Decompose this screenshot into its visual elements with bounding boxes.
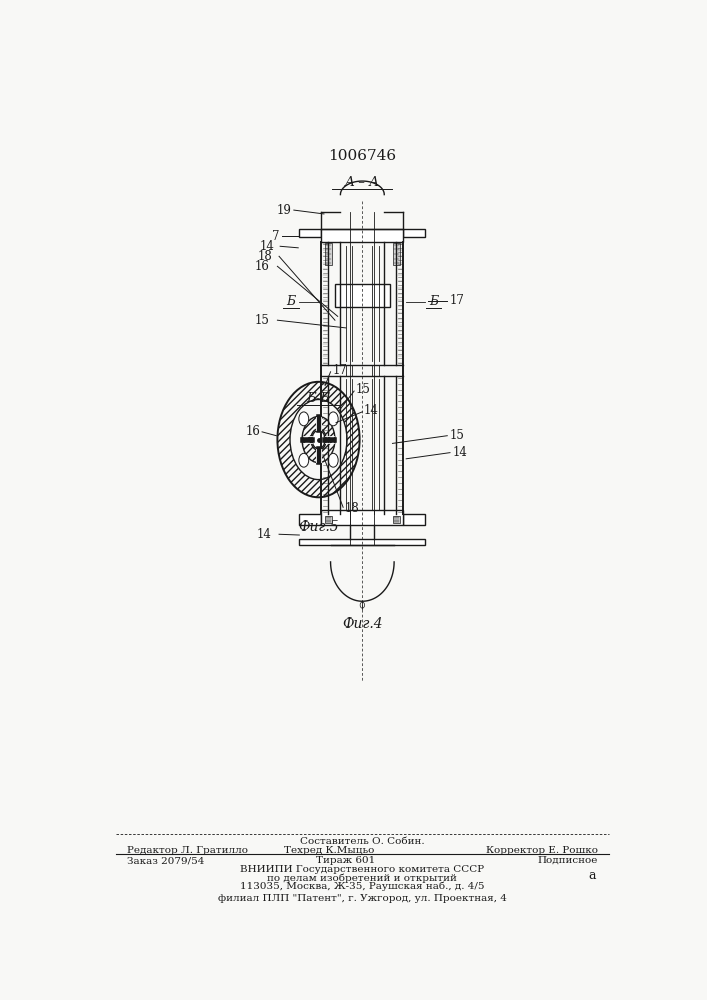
Text: Заказ 2079/54: Заказ 2079/54	[127, 856, 204, 865]
Bar	[404, 229, 426, 237]
Text: ВНИИПИ Государственного комитета СССР: ВНИИПИ Государственного комитета СССР	[240, 865, 484, 874]
Circle shape	[299, 412, 309, 426]
Text: 17: 17	[332, 364, 347, 377]
Text: 16: 16	[246, 425, 261, 438]
Text: 14: 14	[259, 240, 275, 253]
Text: Фиг.4: Фиг.4	[342, 617, 382, 631]
Text: Подписное: Подписное	[537, 856, 598, 865]
Bar	[299, 514, 321, 525]
Text: 14: 14	[363, 404, 378, 417]
Bar	[393, 516, 399, 523]
Text: по делам изобретений и открытий: по делам изобретений и открытий	[267, 873, 457, 883]
Text: 19: 19	[276, 204, 291, 217]
Text: 14: 14	[257, 528, 272, 541]
Circle shape	[290, 400, 347, 480]
Circle shape	[311, 429, 326, 450]
Text: 1006746: 1006746	[328, 149, 397, 163]
Bar	[325, 243, 332, 265]
Bar	[321, 229, 404, 242]
Text: 18: 18	[345, 502, 360, 515]
Text: 14: 14	[452, 446, 467, 459]
Bar	[299, 229, 321, 237]
Bar	[393, 243, 399, 265]
Text: Б-Б: Б-Б	[307, 392, 330, 405]
Text: 15: 15	[255, 314, 269, 327]
Text: А – А: А – А	[345, 176, 380, 189]
Text: Редактор Л. Гратилло: Редактор Л. Гратилло	[127, 846, 247, 855]
Circle shape	[328, 412, 338, 426]
Circle shape	[328, 453, 338, 467]
Bar	[325, 516, 332, 523]
Bar	[299, 539, 426, 545]
Text: 7: 7	[271, 230, 279, 243]
Text: Фиг.5: Фиг.5	[298, 520, 339, 534]
Text: Б: Б	[286, 295, 296, 308]
Bar	[335, 284, 390, 307]
Text: Корректор Е. Рошко: Корректор Е. Рошко	[486, 846, 598, 855]
Text: Составитель О. Собин.: Составитель О. Собин.	[300, 837, 425, 846]
Text: 18: 18	[257, 250, 272, 263]
Text: Тираж 601: Тираж 601	[316, 856, 375, 865]
Text: а: а	[589, 869, 596, 882]
Text: 17: 17	[450, 294, 465, 307]
Circle shape	[299, 453, 309, 467]
Text: Б: Б	[429, 295, 438, 308]
Text: 16: 16	[255, 260, 269, 273]
Text: 15: 15	[356, 383, 370, 396]
Bar	[404, 514, 426, 525]
Text: филиал ПЛП "Патент", г. Ужгород, ул. Проектная, 4: филиал ПЛП "Патент", г. Ужгород, ул. Про…	[218, 894, 507, 903]
Circle shape	[312, 430, 325, 449]
Text: 15: 15	[450, 429, 465, 442]
Text: Техред К.Мыцьо: Техред К.Мыцьо	[284, 846, 375, 855]
Bar	[321, 510, 404, 525]
Text: 113035, Москва, Ж-35, Раушская наб., д. 4/5: 113035, Москва, Ж-35, Раушская наб., д. …	[240, 882, 484, 891]
